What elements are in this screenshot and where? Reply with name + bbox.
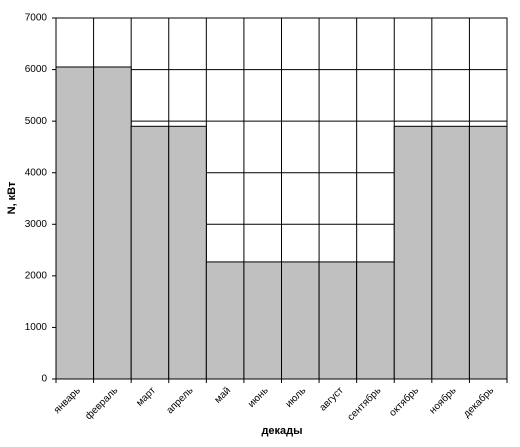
y-tick-label: 4000 [25,167,48,178]
x-tick-label: май [213,385,234,406]
x-tick-label: апрель [165,385,196,416]
x-tick-label: сентябрь [345,385,384,424]
x-tick-label: ноябрь [427,385,459,417]
x-tick-label: август [318,385,347,414]
bar [468,125,508,380]
bar [93,66,132,380]
y-tick-label: 3000 [25,219,48,230]
bar [168,125,207,380]
y-axis-title: N, кВт [6,181,18,214]
x-tick-label: февраль [83,385,121,423]
bar [393,125,433,380]
x-axis-title: декады [261,425,302,437]
x-tick-label: октябрь [387,385,421,419]
y-tick-label: 6000 [25,64,48,75]
bar [205,261,245,380]
bar [356,261,395,380]
bar [431,125,470,380]
plot-border [55,17,508,380]
x-tick-label: июль [284,385,309,410]
x-tick-label: январь [52,385,83,416]
bar [243,261,283,380]
y-tick-label: 0 [41,374,47,385]
y-tick-label: 7000 [25,13,48,24]
x-tick-label: июнь [246,385,271,410]
bar [55,66,95,380]
bar [281,261,320,380]
y-tick-label: 1000 [25,322,48,333]
bar [130,125,170,380]
bar [318,261,358,380]
x-tick-label: март [134,385,158,409]
y-tick-label: 2000 [25,270,48,281]
x-tick-label: декабрь [461,385,496,420]
y-tick-label: 5000 [25,116,48,127]
